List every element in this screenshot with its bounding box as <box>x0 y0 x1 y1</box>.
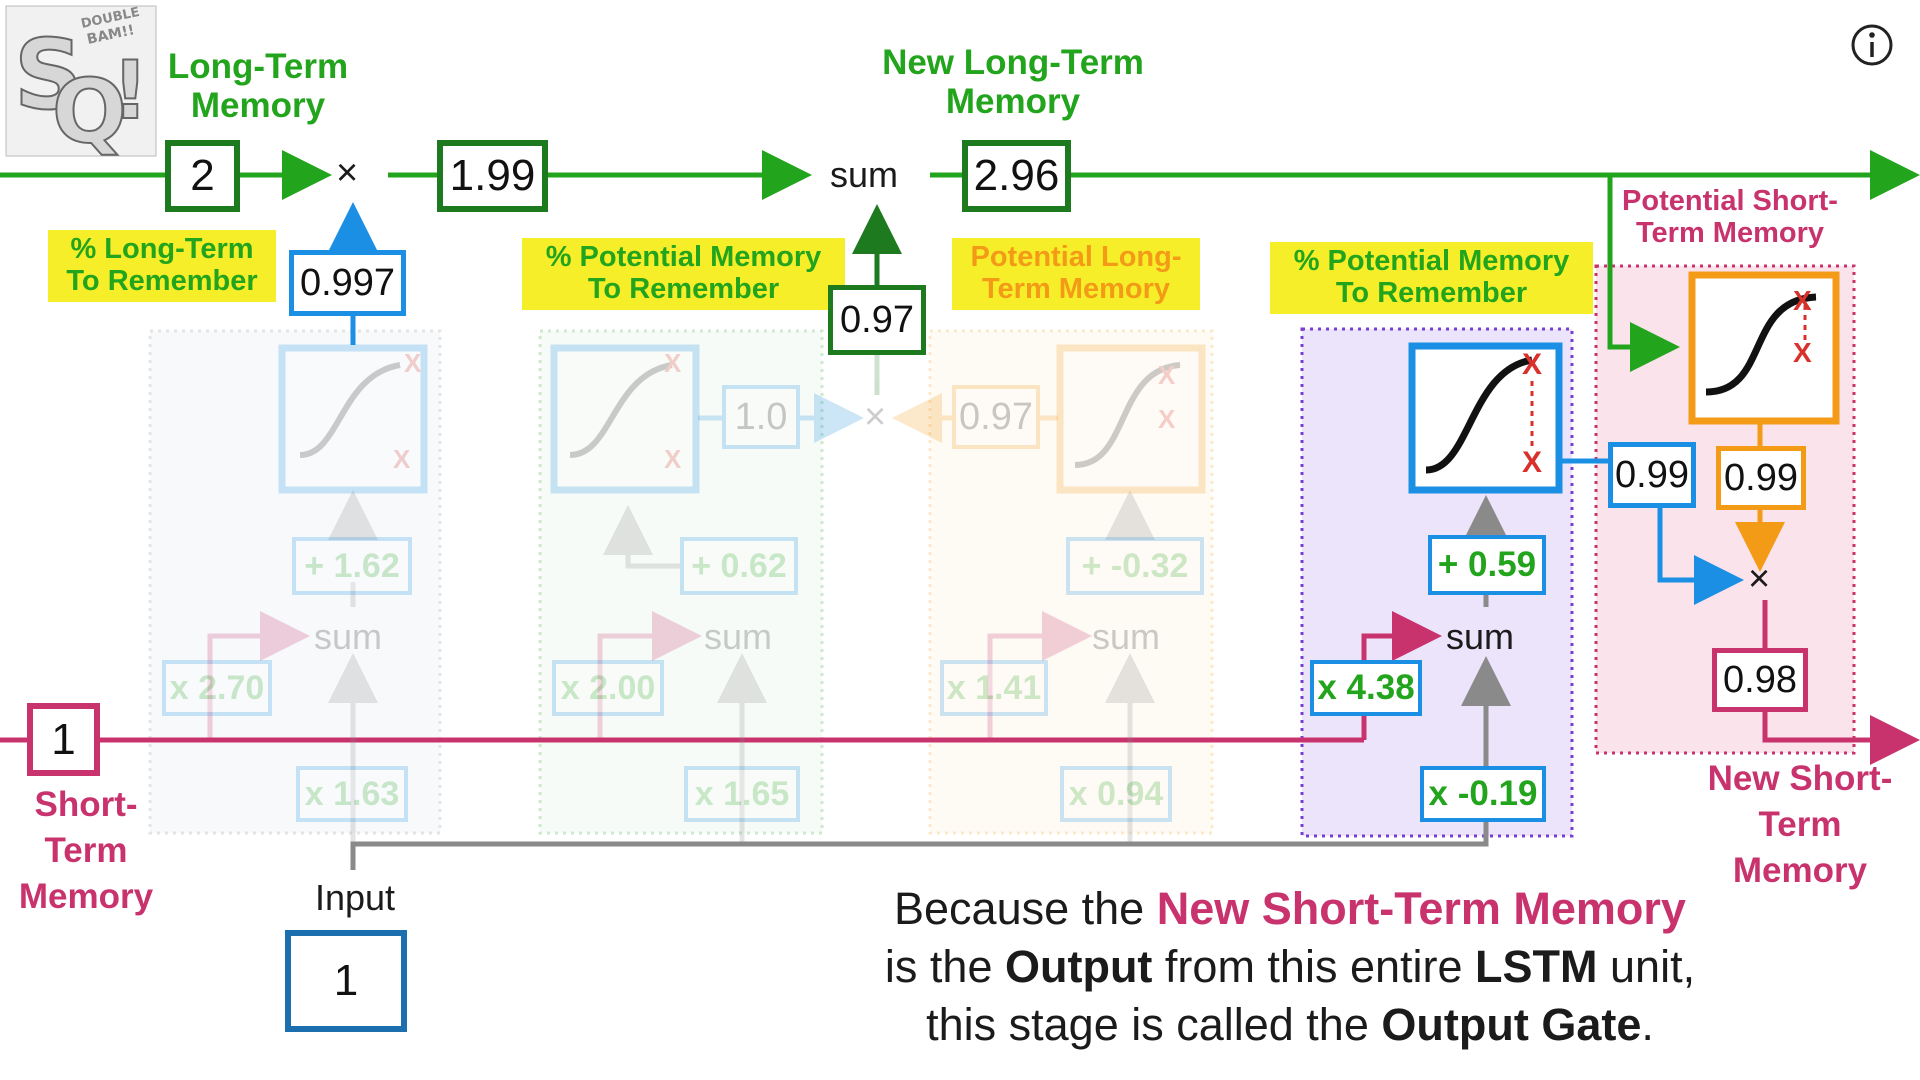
input-gate-potential-box: 0.97 <box>952 385 1040 449</box>
svg-text:S: S <box>14 19 83 131</box>
svg-text:X: X <box>393 444 411 474</box>
output-pct-arrows <box>1562 458 1744 605</box>
statquest-logo: S Q ! DOUBLE BAM!! <box>5 5 157 164</box>
svg-text:!: ! <box>112 44 148 137</box>
input-potential-tanh-icon: X X <box>1056 344 1206 494</box>
input-pct-bias-box: + 0.62 <box>680 537 798 595</box>
info-circle-icon[interactable] <box>1851 24 1893 66</box>
faded-gate-internals <box>207 490 1155 844</box>
input-gate-pct-box: 1.0 <box>722 385 800 449</box>
svg-text:X: X <box>1793 337 1812 368</box>
output-sum-operator: sum <box>1446 616 1515 657</box>
input-potential-sum-operator: sum <box>1092 616 1161 657</box>
input-pct-input-weight-box: x 1.65 <box>684 766 800 822</box>
input-pct-sum-operator: sum <box>704 616 773 657</box>
input-potential-input-weight-box: x 0.94 <box>1060 766 1172 822</box>
new-short-term-box: 0.98 <box>1712 648 1808 712</box>
pct-potential-memory-remember-label-1: % Potential Memory To Remember <box>522 238 845 310</box>
potential-short-term-memory-label: Potential Short- Term Memory <box>1622 185 1838 249</box>
potential-added-box: 0.97 <box>828 285 926 355</box>
forget-sigmoid-icon: X X <box>278 344 428 494</box>
svg-text:X: X <box>1793 285 1812 316</box>
input-gate-pct-region <box>538 329 824 835</box>
input-gate-faded-arrows <box>698 355 880 443</box>
svg-text:X: X <box>1158 404 1176 434</box>
svg-text:X: X <box>664 348 682 378</box>
forget-sum-operator: sum <box>314 616 383 657</box>
forget-bias-box: + 1.62 <box>292 537 412 595</box>
long-term-memory-label: Long-Term Memory <box>167 47 349 125</box>
pct-long-term-remember-label: % Long-Term To Remember <box>48 230 276 302</box>
svg-text:X: X <box>664 444 682 474</box>
output-gate-pct-box: 0.99 <box>1608 442 1696 508</box>
forget-input-weight-box: x 1.63 <box>296 766 408 822</box>
forget-gate-out-box: 0.997 <box>289 250 406 316</box>
long-term-memory-line <box>0 150 1920 372</box>
short-term-in-box: 1 <box>27 703 100 776</box>
forget-short-weight-box: x 2.70 <box>162 660 272 716</box>
input-potential-short-weight-box: x 1.41 <box>940 660 1048 716</box>
output-bias-box: + 0.59 <box>1428 535 1546 595</box>
pct-potential-memory-remember-label-2: % Potential Memory To Remember <box>1270 242 1593 314</box>
input-label: Input <box>314 877 396 918</box>
caption: Because the New Short-Term Memory is the… <box>790 880 1790 1054</box>
svg-text:X: X <box>1158 360 1176 390</box>
long-term-after-forget-box: 1.99 <box>437 140 548 212</box>
forget-multiply-operator: × <box>336 152 359 194</box>
potential-long-term-memory-label: Potential Long- Term Memory <box>952 238 1200 310</box>
potential-short-box: 0.99 <box>1716 446 1806 510</box>
long-term-in-box: 2 <box>165 140 240 212</box>
output-short-weight-box: x 4.38 <box>1310 660 1422 716</box>
short-term-memory-label: Short- Term Memory <box>18 785 154 917</box>
svg-text:X: X <box>404 348 422 378</box>
output-multiply-operator: × <box>1748 558 1771 600</box>
caption-line-1: Because the New Short-Term Memory <box>894 883 1686 934</box>
caption-line-2: is the Output from this entire LSTM unit… <box>884 941 1696 992</box>
svg-text:X: X <box>1522 446 1542 479</box>
input-value-box: 1 <box>285 930 407 1032</box>
svg-text:Q: Q <box>52 60 127 163</box>
output-sigmoid-icon: X X <box>1408 342 1563 494</box>
caption-line-3: this stage is called the Output Gate. <box>926 999 1654 1050</box>
output-input-weight-box: x -0.19 <box>1420 766 1546 822</box>
input-pct-short-weight-box: x 2.00 <box>552 660 664 716</box>
new-long-term-memory-label: New Long-Term Memory <box>882 43 1144 121</box>
new-long-term-box: 2.96 <box>962 140 1071 212</box>
potential-short-tanh-icon: X X <box>1688 271 1840 425</box>
input-gate-potential-region <box>928 329 1214 835</box>
input-pct-sigmoid-icon: X X <box>550 344 700 494</box>
input-potential-bias-box: + -0.32 <box>1066 537 1204 595</box>
long-term-sum-operator: sum <box>830 154 899 195</box>
svg-text:X: X <box>1522 348 1542 381</box>
forget-gate-region <box>148 329 442 835</box>
input-gate-multiply-operator: × <box>864 396 887 438</box>
new-short-term-memory-label: New Short- Term Memory <box>1707 759 1893 891</box>
